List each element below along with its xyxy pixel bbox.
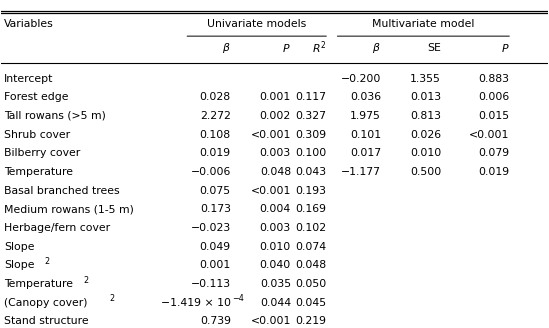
Text: $R^2$: $R^2$ — [312, 40, 327, 56]
Text: Medium rowans (1-5 m): Medium rowans (1-5 m) — [4, 204, 134, 214]
Text: $P$: $P$ — [282, 42, 291, 54]
Text: Herbage/fern cover: Herbage/fern cover — [4, 223, 110, 233]
Text: $\beta$: $\beta$ — [222, 41, 231, 55]
Text: 0.739: 0.739 — [200, 316, 231, 326]
Text: Slope: Slope — [4, 241, 35, 252]
Text: 0.045: 0.045 — [295, 297, 327, 308]
Text: 0.028: 0.028 — [200, 92, 231, 102]
Text: <0.001: <0.001 — [250, 316, 291, 326]
Text: 0.219: 0.219 — [295, 316, 327, 326]
Text: 0.013: 0.013 — [410, 92, 441, 102]
Text: −0.006: −0.006 — [191, 167, 231, 177]
Text: 0.048: 0.048 — [295, 260, 327, 270]
Text: 0.003: 0.003 — [260, 148, 291, 158]
Text: SE: SE — [427, 43, 441, 53]
Text: 0.075: 0.075 — [200, 186, 231, 195]
Text: 0.026: 0.026 — [410, 130, 441, 140]
Text: Univariate models: Univariate models — [207, 19, 306, 29]
Text: 0.002: 0.002 — [260, 111, 291, 121]
Text: 2: 2 — [83, 276, 88, 284]
Text: 0.036: 0.036 — [350, 92, 381, 102]
Text: 0.108: 0.108 — [200, 130, 231, 140]
Text: 0.004: 0.004 — [260, 204, 291, 214]
Text: Variables: Variables — [4, 19, 54, 29]
Text: Intercept: Intercept — [4, 73, 53, 84]
Text: 0.117: 0.117 — [295, 92, 327, 102]
Text: 0.003: 0.003 — [260, 223, 291, 233]
Text: Slope: Slope — [4, 260, 35, 270]
Text: −0.200: −0.200 — [340, 73, 381, 84]
Text: <0.001: <0.001 — [469, 130, 509, 140]
Text: Basal branched trees: Basal branched trees — [4, 186, 120, 195]
Text: (Canopy cover): (Canopy cover) — [4, 297, 88, 308]
Text: −4: −4 — [232, 294, 244, 303]
Text: Tall rowans (>5 m): Tall rowans (>5 m) — [4, 111, 106, 121]
Text: 0.813: 0.813 — [410, 111, 441, 121]
Text: 1.355: 1.355 — [410, 73, 441, 84]
Text: −1.419 × 10: −1.419 × 10 — [161, 297, 231, 308]
Text: Stand structure: Stand structure — [4, 316, 89, 326]
Text: 0.010: 0.010 — [410, 148, 441, 158]
Text: 0.017: 0.017 — [350, 148, 381, 158]
Text: −1.177: −1.177 — [341, 167, 381, 177]
Text: 0.001: 0.001 — [260, 92, 291, 102]
Text: 0.100: 0.100 — [295, 148, 327, 158]
Text: <0.001: <0.001 — [250, 186, 291, 195]
Text: 1.975: 1.975 — [350, 111, 381, 121]
Text: Forest edge: Forest edge — [4, 92, 69, 102]
Text: 0.043: 0.043 — [295, 167, 327, 177]
Text: 0.001: 0.001 — [199, 260, 231, 270]
Text: 2.272: 2.272 — [200, 111, 231, 121]
Text: 0.050: 0.050 — [295, 279, 327, 289]
Text: Shrub cover: Shrub cover — [4, 130, 70, 140]
Text: −0.113: −0.113 — [191, 279, 231, 289]
Text: 0.327: 0.327 — [295, 111, 327, 121]
Text: 2: 2 — [109, 294, 114, 303]
Text: 0.015: 0.015 — [478, 111, 509, 121]
Text: 0.035: 0.035 — [260, 279, 291, 289]
Text: $\beta$: $\beta$ — [372, 41, 381, 55]
Text: Bilberry cover: Bilberry cover — [4, 148, 80, 158]
Text: 0.074: 0.074 — [295, 241, 327, 252]
Text: 0.079: 0.079 — [478, 148, 509, 158]
Text: 0.102: 0.102 — [295, 223, 327, 233]
Text: Temperature: Temperature — [4, 279, 73, 289]
Text: −0.023: −0.023 — [191, 223, 231, 233]
Text: <0.001: <0.001 — [250, 130, 291, 140]
Text: 0.101: 0.101 — [350, 130, 381, 140]
Text: 0.019: 0.019 — [200, 148, 231, 158]
Text: 0.169: 0.169 — [295, 204, 327, 214]
Text: 2: 2 — [44, 257, 49, 266]
Text: 0.048: 0.048 — [260, 167, 291, 177]
Text: 0.019: 0.019 — [478, 167, 509, 177]
Text: 0.040: 0.040 — [260, 260, 291, 270]
Text: 0.010: 0.010 — [260, 241, 291, 252]
Text: 0.883: 0.883 — [478, 73, 509, 84]
Text: $P$: $P$ — [501, 42, 509, 54]
Text: Temperature: Temperature — [4, 167, 73, 177]
Text: 0.500: 0.500 — [410, 167, 441, 177]
Text: 0.006: 0.006 — [478, 92, 509, 102]
Text: 0.044: 0.044 — [260, 297, 291, 308]
Text: 0.049: 0.049 — [200, 241, 231, 252]
Text: 0.309: 0.309 — [295, 130, 327, 140]
Text: 0.173: 0.173 — [200, 204, 231, 214]
Text: 0.193: 0.193 — [295, 186, 327, 195]
Text: Multivariate model: Multivariate model — [372, 19, 474, 29]
